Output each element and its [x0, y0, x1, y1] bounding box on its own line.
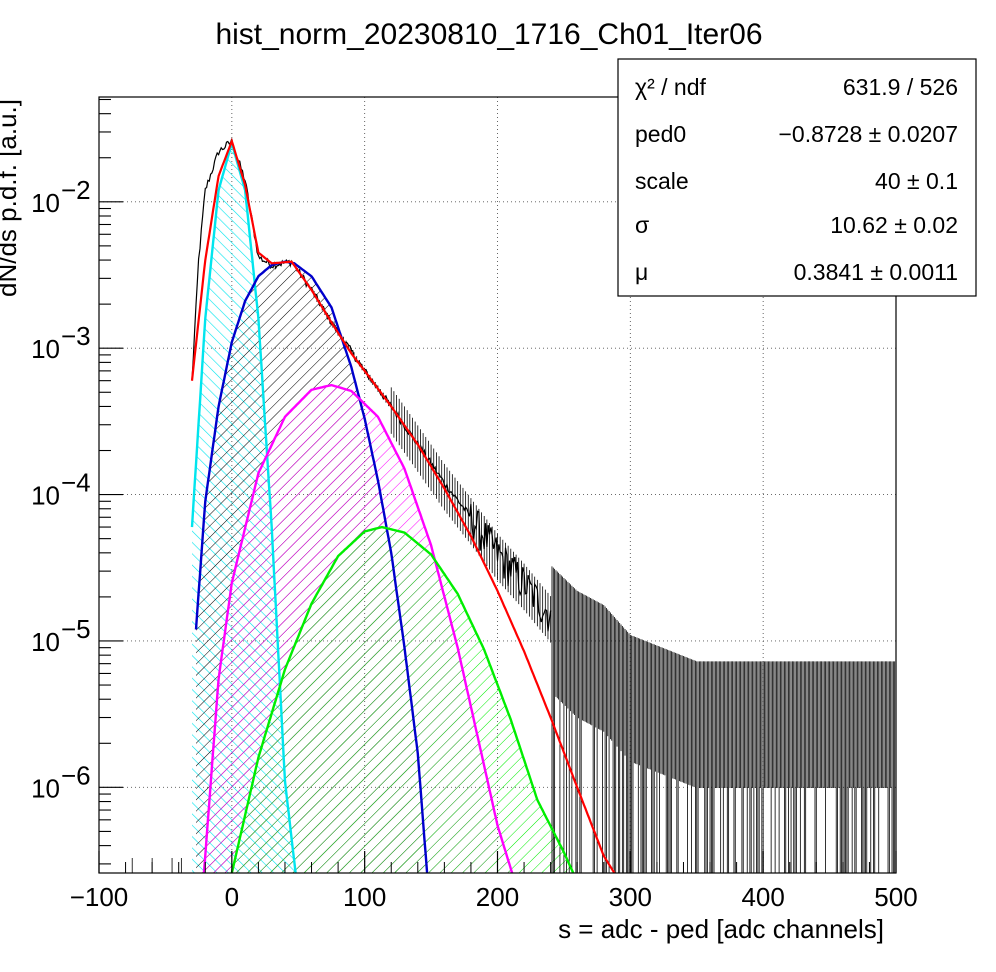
x-tick-label: −100	[70, 882, 129, 912]
y-tick-exponent: −6	[61, 760, 91, 790]
stats-box: χ² / ndf 631.9 / 526 ped0 −0.8728 ± 0.02…	[617, 58, 977, 297]
y-tick-label: 10 −4	[31, 468, 91, 511]
fit-curves	[190, 137, 616, 874]
one-pe-component-curve	[194, 260, 429, 874]
y-tick-labels: 10−610−510−410−310−2	[31, 175, 91, 804]
stat-value-chi2: 631.9 / 526	[843, 74, 958, 100]
x-tick-label: 200	[476, 882, 519, 912]
y-tick-exponent: −2	[61, 175, 91, 205]
x-tick-labels: −100 0 100 200 300 400 500	[70, 882, 918, 912]
x-tick-label: 0	[225, 882, 239, 912]
y-tick-exponent: −3	[61, 321, 91, 351]
three-pe-component-curve	[230, 525, 575, 874]
y-tick-mantissa: 10	[31, 188, 60, 218]
y-tick-mantissa: 10	[31, 627, 60, 657]
x-axis-label: s = adc - ped [adc channels]	[558, 914, 884, 944]
stat-label-scale: scale	[635, 168, 689, 194]
stat-value-sigma: 10.62 ± 0.02	[830, 212, 958, 238]
stat-label-ped0: ped0	[635, 121, 686, 147]
axis-ticks	[98, 98, 897, 873]
y-tick-mantissa: 10	[31, 334, 60, 364]
x-tick-label: 500	[874, 882, 917, 912]
y-tick-label: 10 −5	[31, 614, 91, 657]
x-tick-label: 100	[343, 882, 386, 912]
y-tick-label: 10 −3	[31, 321, 91, 364]
chart-title: hist_norm_20230810_1716_Ch01_Iter06	[215, 18, 762, 51]
stat-value-ped0: −0.8728 ± 0.0207	[778, 121, 958, 147]
stat-label-mu: μ	[635, 259, 648, 285]
y-tick-mantissa: 10	[31, 481, 60, 511]
stats-box-frame	[617, 58, 977, 297]
stat-label-chi2: χ² / ndf	[635, 74, 706, 100]
x-tick-label: 400	[741, 882, 784, 912]
pedestal-component-curve	[190, 138, 297, 874]
y-tick-exponent: −4	[61, 468, 91, 498]
two-pe-component-curve	[202, 383, 514, 874]
x-tick-label: 300	[609, 882, 652, 912]
stat-label-sigma: σ	[635, 212, 649, 238]
y-tick-label: 10 −2	[31, 175, 91, 218]
y-tick-label: 10 −6	[31, 760, 91, 803]
y-tick-mantissa: 10	[31, 773, 60, 803]
stat-value-mu: 0.3841 ± 0.0011	[794, 259, 958, 285]
total-fit-curve	[190, 137, 616, 874]
y-axis-label: dN/ds p.d.f. [a.u.]	[0, 99, 22, 297]
histogram	[131, 138, 897, 873]
y-tick-exponent: −5	[61, 614, 91, 644]
stat-value-scale: 40 ± 0.1	[875, 168, 958, 194]
